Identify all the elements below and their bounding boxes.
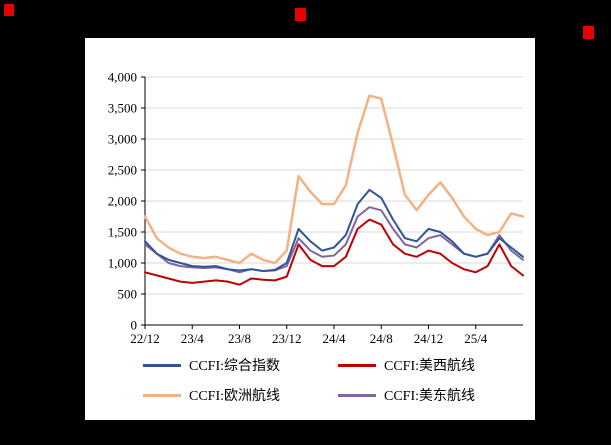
svg-text:23/12: 23/12 <box>272 331 302 346</box>
svg-text:23/8: 23/8 <box>228 331 251 346</box>
svg-text:3,000: 3,000 <box>108 132 137 147</box>
svg-text:3,500: 3,500 <box>108 101 137 116</box>
svg-text:23/4: 23/4 <box>181 331 205 346</box>
red-mark-right <box>583 26 594 39</box>
svg-text:24/12: 24/12 <box>414 331 444 346</box>
svg-text:1,000: 1,000 <box>108 256 137 271</box>
legend-item-composite: CCFI:综合指数 <box>143 356 338 374</box>
legend-label-composite: CCFI:综合指数 <box>189 359 281 374</box>
svg-text:22/12: 22/12 <box>130 331 160 346</box>
svg-text:500: 500 <box>118 287 138 302</box>
legend-swatch-europe <box>143 393 181 397</box>
chart-panel: 0 500 1,000 1,500 2,000 2,500 3,000 3,500 4,000 2… <box>85 38 535 420</box>
legend-swatch-us-east <box>338 393 376 397</box>
svg-text:1,500: 1,500 <box>108 225 137 240</box>
svg-text:0: 0 <box>131 318 138 333</box>
legend-label-us-east: CCFI:美东航线 <box>384 389 476 404</box>
legend-item-europe: CCFI:欧洲航线 <box>143 386 338 404</box>
legend-label-us-west: CCFI:美西航线 <box>384 359 476 374</box>
legend-item-us-east: CCFI:美东航线 <box>338 386 533 404</box>
svg-text:2,500: 2,500 <box>108 163 137 178</box>
legend-item-us-west: CCFI:美西航线 <box>338 356 533 374</box>
red-mark-top-center <box>295 8 306 21</box>
svg-text:2,000: 2,000 <box>108 194 137 209</box>
svg-text:25/4: 25/4 <box>464 331 488 346</box>
legend-swatch-composite <box>143 363 181 367</box>
chart-svg: 0 500 1,000 1,500 2,000 2,500 3,000 3,500 4,000 2… <box>108 70 525 346</box>
svg-text:24/8: 24/8 <box>370 331 393 346</box>
svg-text:24/4: 24/4 <box>322 331 346 346</box>
legend: CCFI:综合指数 CCFI:美西航线 CCFI:欧洲航线 CCFI:美东航线 <box>143 356 533 404</box>
red-mark-top-left <box>4 4 14 16</box>
svg-text:4,000: 4,000 <box>108 70 137 85</box>
legend-swatch-us-west <box>338 363 376 367</box>
legend-label-europe: CCFI:欧洲航线 <box>189 389 281 404</box>
